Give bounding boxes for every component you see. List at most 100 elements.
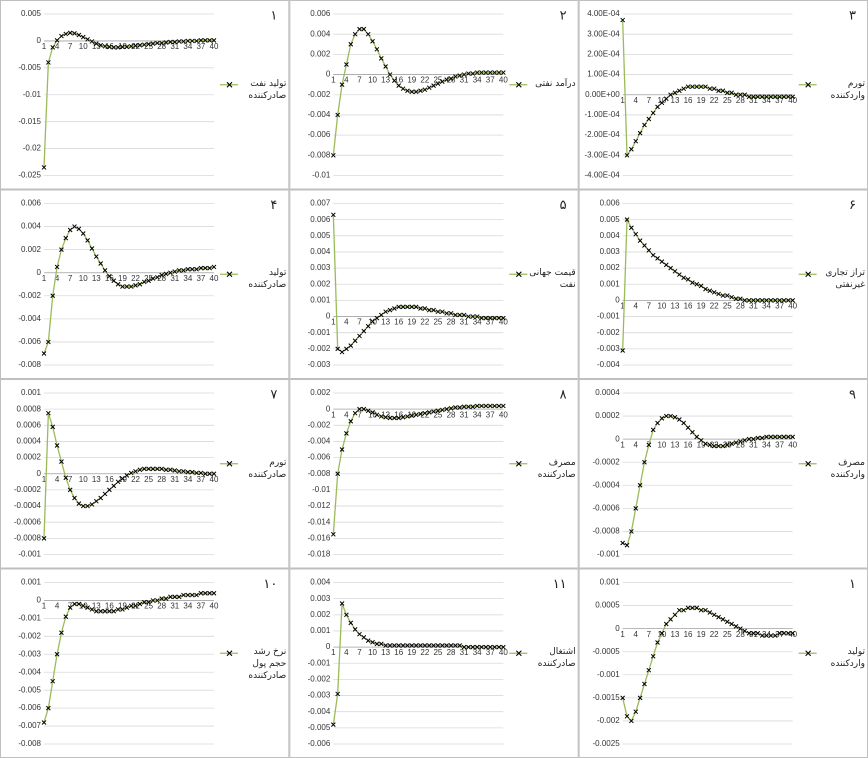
x-tick-label: 22 bbox=[420, 648, 429, 657]
point-marker bbox=[207, 590, 212, 596]
point-marker bbox=[470, 314, 476, 319]
point-marker bbox=[479, 315, 484, 321]
x-tick-label: 4 bbox=[344, 410, 349, 419]
point-marker bbox=[448, 76, 454, 81]
point-marker bbox=[168, 467, 173, 473]
point-marker bbox=[128, 470, 134, 476]
point-marker bbox=[189, 592, 195, 598]
panel: ۱ 0.005 0 -0.005 -0.01 -0.015 -0.02 -0.025 1 4 7 10… bbox=[0, 0, 290, 190]
point-marker bbox=[655, 640, 660, 645]
point-marker bbox=[470, 644, 476, 650]
x-tick-label: 10 bbox=[657, 96, 666, 105]
point-marker bbox=[435, 408, 441, 414]
point-marker bbox=[133, 468, 138, 474]
point-marker bbox=[790, 94, 796, 100]
x-tick-label: 10 bbox=[79, 475, 88, 484]
point-marker bbox=[89, 502, 95, 507]
point-marker bbox=[496, 315, 502, 321]
point-marker bbox=[72, 31, 77, 36]
point-marker bbox=[759, 298, 765, 303]
point-marker bbox=[59, 459, 64, 464]
y-tick-label: -0.025 bbox=[18, 171, 41, 180]
point-marker bbox=[729, 621, 734, 627]
point-marker bbox=[703, 84, 708, 90]
point-marker bbox=[150, 41, 156, 46]
legend-label: اشتغال صادرکننده bbox=[537, 647, 576, 670]
point-marker bbox=[479, 644, 484, 650]
point-marker bbox=[435, 643, 441, 648]
point-marker bbox=[720, 443, 726, 449]
legend-label: تولید واردکننده bbox=[830, 647, 865, 670]
point-marker bbox=[181, 268, 186, 273]
x-tick-label: 1 bbox=[620, 440, 625, 449]
point-marker bbox=[409, 304, 415, 310]
point-marker bbox=[707, 442, 713, 448]
point-marker bbox=[470, 71, 476, 76]
point-marker bbox=[80, 231, 86, 236]
point-marker bbox=[63, 475, 69, 481]
x-tick-label: 10 bbox=[79, 42, 88, 51]
x-tick-label: 10 bbox=[657, 302, 666, 311]
point-marker bbox=[711, 443, 717, 449]
point-marker bbox=[365, 31, 371, 37]
point-marker bbox=[772, 298, 778, 303]
point-marker bbox=[76, 501, 82, 506]
point-marker bbox=[352, 338, 358, 344]
y-tick-label: -0.006 bbox=[308, 739, 331, 748]
legend-marker bbox=[515, 271, 522, 278]
x-tick-label: 25 bbox=[144, 475, 153, 484]
x-tick-label: 40 bbox=[499, 318, 508, 327]
point-marker bbox=[764, 94, 769, 100]
x-tick-label: 1 bbox=[42, 475, 47, 484]
point-marker bbox=[54, 38, 60, 43]
series-line bbox=[622, 20, 793, 158]
point-marker bbox=[426, 410, 432, 415]
point-marker bbox=[392, 78, 397, 83]
point-marker bbox=[785, 630, 791, 636]
x-tick-label: 25 bbox=[433, 76, 442, 85]
x-tick-label: 40 bbox=[499, 76, 508, 85]
point-marker bbox=[361, 328, 367, 334]
series-line bbox=[622, 415, 793, 547]
x-tick-label: 37 bbox=[486, 318, 495, 327]
point-marker bbox=[120, 44, 125, 50]
x-tick-label: 34 bbox=[762, 440, 771, 449]
x-tick-label: 31 bbox=[170, 274, 179, 283]
point-marker bbox=[751, 298, 756, 303]
point-marker bbox=[655, 420, 660, 426]
point-marker bbox=[466, 314, 471, 319]
point-marker bbox=[620, 17, 626, 23]
point-marker bbox=[211, 471, 217, 477]
y-tick-label: -0.0004 bbox=[593, 480, 621, 489]
point-marker bbox=[461, 312, 467, 318]
x-tick-label: 34 bbox=[762, 96, 771, 105]
panel-frame bbox=[578, 379, 868, 569]
y-tick-label: -0.001 bbox=[308, 328, 331, 337]
chart-title: ۱ bbox=[849, 577, 856, 592]
x-tick-label: 22 bbox=[420, 76, 429, 85]
point-marker bbox=[759, 435, 765, 441]
point-marker bbox=[392, 306, 397, 311]
point-marker bbox=[124, 473, 130, 478]
x-tick-label: 40 bbox=[499, 648, 508, 657]
y-tick-label: -0.002 bbox=[597, 328, 620, 337]
point-marker bbox=[698, 437, 704, 443]
x-tick-label: 13 bbox=[92, 475, 101, 484]
point-marker bbox=[439, 309, 445, 315]
point-marker bbox=[624, 542, 630, 548]
point-marker bbox=[67, 227, 73, 233]
point-marker bbox=[115, 281, 121, 287]
x-tick-label: 34 bbox=[183, 475, 192, 484]
point-marker bbox=[357, 26, 362, 32]
x-tick-label: 13 bbox=[671, 96, 680, 105]
point-marker bbox=[339, 82, 345, 88]
chart-title: ۴ bbox=[270, 198, 277, 213]
panel: ۱۱ 0.004 0.003 0.002 0.001 0 -0.001 -0.002 -0.00… bbox=[289, 568, 579, 758]
point-marker bbox=[733, 623, 739, 629]
point-marker bbox=[172, 594, 178, 600]
point-marker bbox=[339, 349, 345, 355]
point-marker bbox=[637, 695, 643, 701]
x-tick-label: 34 bbox=[183, 42, 192, 51]
point-marker bbox=[461, 644, 467, 650]
x-tick-label: 25 bbox=[723, 630, 732, 639]
